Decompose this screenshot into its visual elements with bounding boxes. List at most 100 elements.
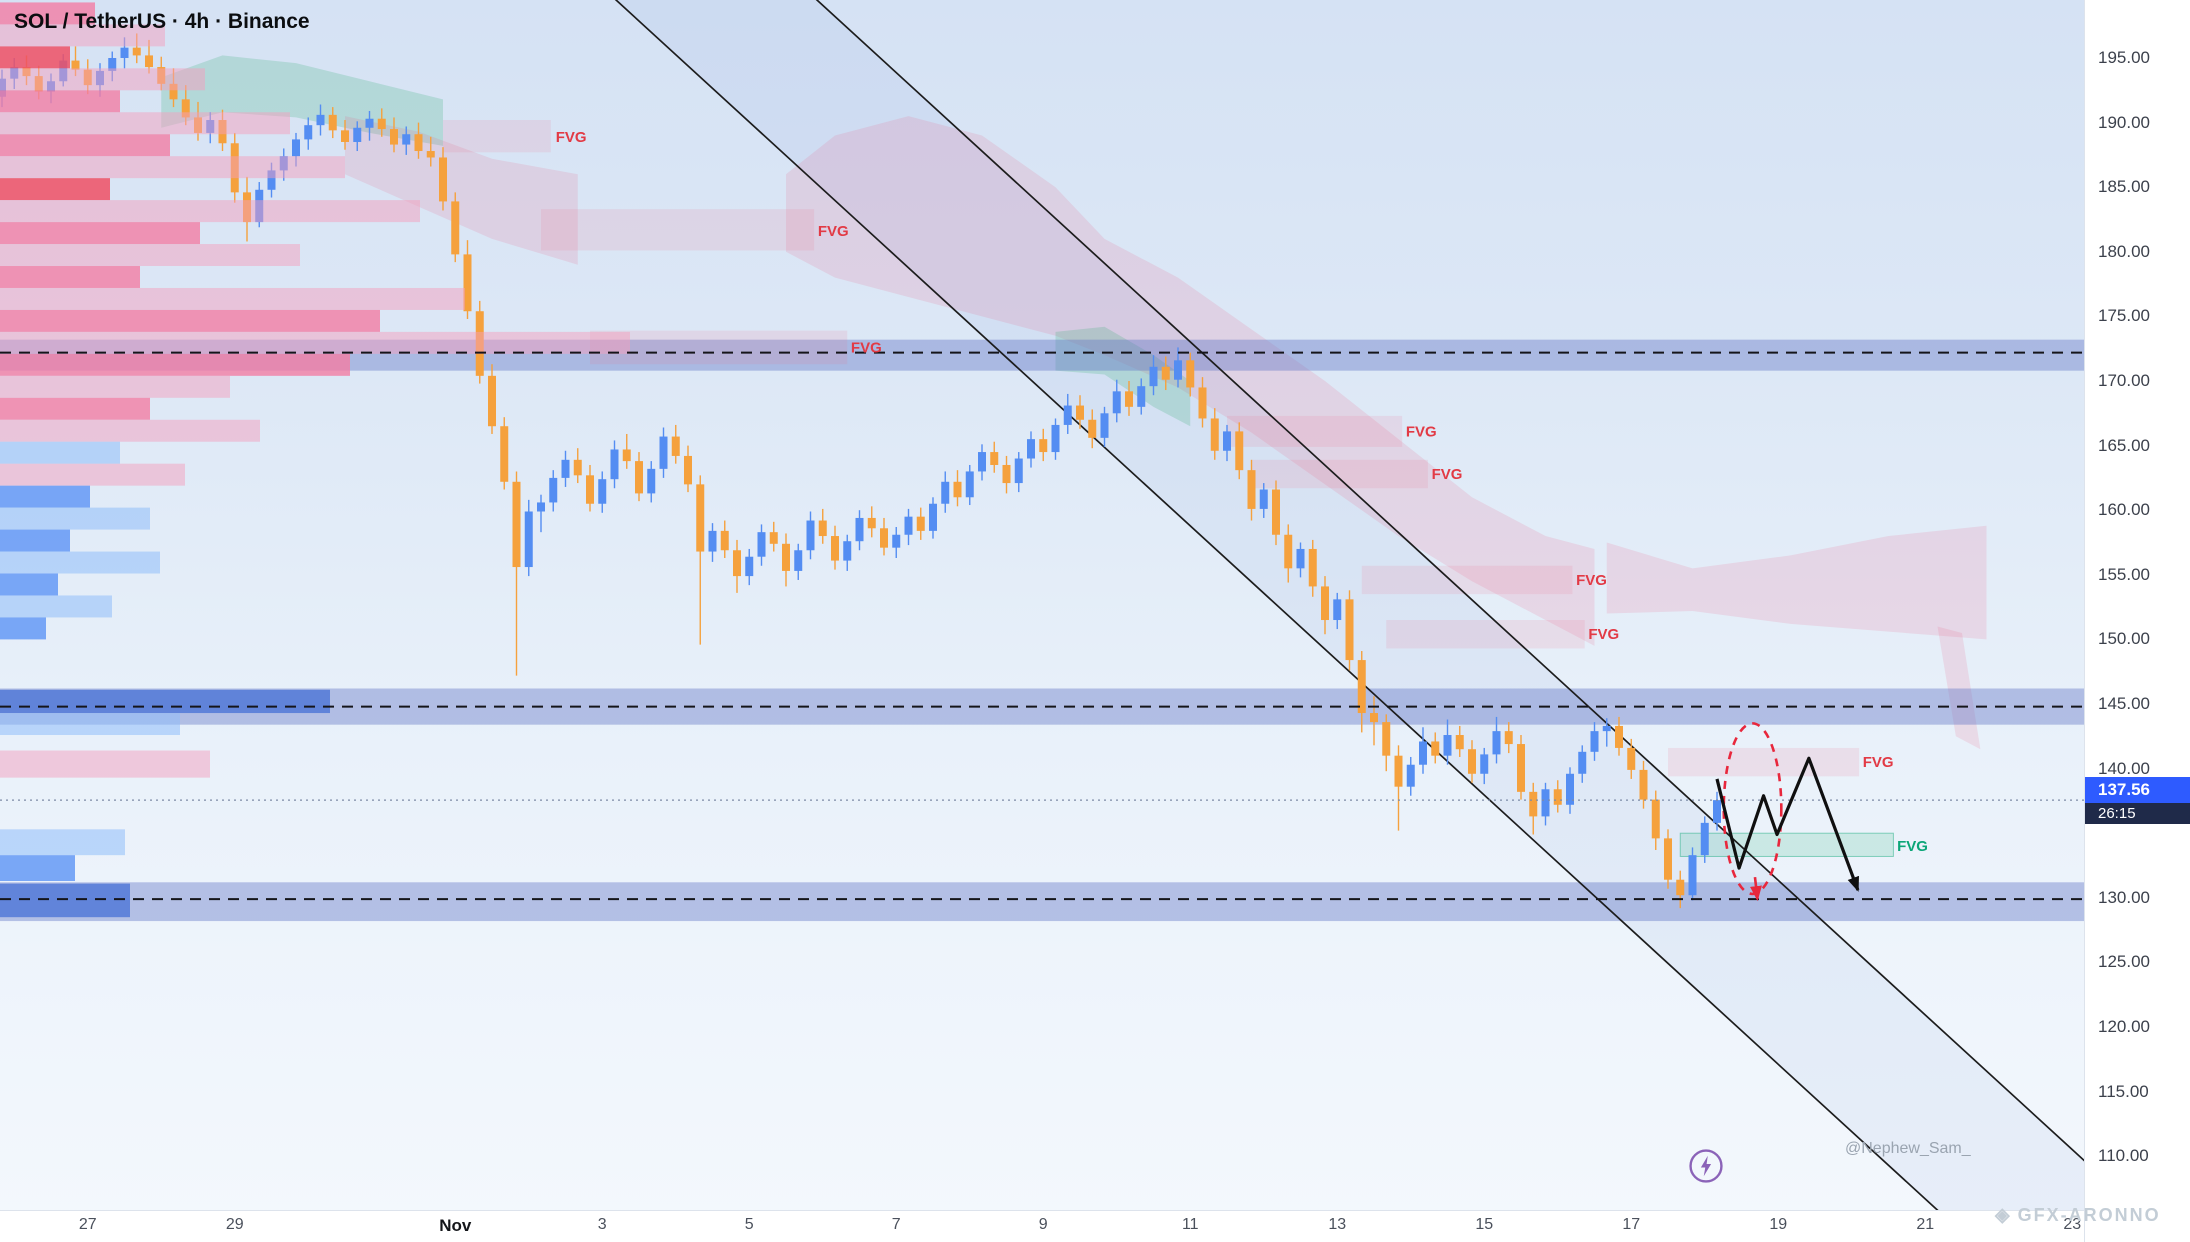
fvg-box[interactable] — [1227, 415, 1403, 447]
volume-profile-row — [0, 595, 112, 618]
price-axis-label: 125.00 — [2098, 952, 2150, 972]
candle-up — [806, 520, 815, 551]
candle-up — [1443, 735, 1452, 756]
volume-profile-row — [0, 441, 120, 464]
time-axis-label: 15 — [1475, 1216, 1494, 1233]
candle-up — [1713, 800, 1721, 823]
fvg-box[interactable] — [1251, 459, 1428, 489]
candle-down — [1002, 464, 1011, 484]
page-title: SOL / TetherUS · 4h · Binance — [14, 10, 310, 33]
candle-down — [573, 459, 582, 476]
volume-profile-row — [0, 178, 110, 201]
candle-down — [1627, 747, 1636, 770]
ichimoku-cloud — [1606, 525, 1987, 640]
volume-profile-row — [0, 309, 380, 332]
time-axis-label: 7 — [891, 1216, 901, 1233]
candle-down — [1615, 725, 1623, 748]
candle-up — [108, 58, 117, 71]
candle-up — [1541, 789, 1550, 817]
candle-up — [647, 468, 656, 494]
fvg-box[interactable] — [1668, 747, 1860, 777]
candle-down — [512, 481, 521, 568]
candle-up — [1149, 366, 1158, 387]
candle-up — [1296, 548, 1305, 569]
projection-zigzag-arrow[interactable] — [1715, 756, 1860, 892]
candle-up — [1014, 458, 1023, 484]
volume-profile-row — [0, 46, 70, 69]
time-axis[interactable]: 27 29 Nov 3 5 7 9 11 13 15 17 19 21 23 — [0, 1210, 2084, 1242]
fvg-box[interactable] — [541, 209, 815, 251]
fvg-box[interactable] — [1679, 832, 1894, 857]
candle-up — [610, 449, 619, 480]
price-axis-label: 165.00 — [2098, 435, 2150, 455]
candle-up — [1492, 731, 1501, 755]
candle-down — [328, 114, 337, 131]
candle-up — [1688, 855, 1697, 896]
fvg-box[interactable] — [443, 120, 551, 153]
time-axis-label: 21 — [1916, 1216, 1935, 1233]
brand-watermark: ◈ GFX-ARONNO — [1995, 1204, 2161, 1227]
candle-down — [132, 47, 141, 56]
candle-down — [1664, 838, 1672, 880]
time-axis-label: 17 — [1622, 1216, 1641, 1233]
fvg-label: FVG — [851, 339, 882, 356]
time-axis-label: 3 — [597, 1216, 607, 1233]
candle-down — [1468, 749, 1476, 774]
candle-up — [708, 530, 717, 552]
volume-profile-row — [0, 529, 70, 552]
candle-up — [365, 118, 374, 128]
price-badge-value: 137.56 — [2085, 777, 2190, 804]
candle-down — [1272, 489, 1280, 535]
fvg-box[interactable] — [590, 330, 848, 365]
time-axis-label: 9 — [1038, 1216, 1048, 1233]
candle-up — [855, 517, 864, 542]
volume-profile-row — [0, 134, 170, 157]
candle-down — [1651, 799, 1660, 839]
fvg-box[interactable] — [1361, 565, 1573, 595]
volume-profile-row — [0, 617, 46, 640]
candle-down — [818, 520, 827, 537]
candle-up — [904, 516, 913, 535]
projection-red-arrow[interactable] — [1750, 876, 1762, 902]
volume-profile-row — [0, 375, 230, 398]
candle-down — [831, 536, 839, 561]
candle-down — [1198, 387, 1207, 419]
candle-up — [757, 532, 766, 557]
price-axis-label: 160.00 — [2098, 500, 2150, 520]
volume-profile-row — [0, 485, 90, 508]
volume-profile-row — [0, 750, 210, 778]
channel-trendline[interactable] — [815, 0, 2164, 1234]
candle-up — [794, 550, 803, 571]
candle-up — [1590, 731, 1599, 752]
channel-trendline[interactable] — [614, 0, 1964, 1234]
candle-down — [671, 436, 680, 456]
price-axis[interactable]: 137.56 26:15 195.00 190.00 185.00 180.00 175… — [2084, 0, 2190, 1242]
candle-down — [916, 516, 925, 531]
candle-down — [1529, 791, 1538, 817]
candle-up — [965, 471, 974, 498]
price-axis-label: 120.00 — [2098, 1017, 2150, 1036]
price-axis-label: 185.00 — [2098, 177, 2150, 197]
volume-profile-row — [0, 573, 58, 596]
candle-up — [549, 477, 558, 503]
volume-profile-row — [0, 855, 75, 882]
price-axis-label: 110.00 — [2098, 1146, 2149, 1166]
lightning-icon[interactable] — [1688, 1148, 1724, 1184]
price-axis-label: 180.00 — [2098, 241, 2150, 261]
volume-profile-row — [0, 24, 165, 47]
fvg-box[interactable] — [1386, 620, 1585, 649]
price-badge: 137.56 26:15 — [2085, 777, 2190, 825]
candle-down — [390, 129, 398, 145]
candle-up — [1419, 741, 1427, 765]
candle-down — [880, 528, 888, 548]
sr-zone[interactable] — [0, 882, 2084, 922]
volume-profile-row — [0, 90, 120, 113]
candle-down — [439, 157, 447, 202]
candle-up — [353, 127, 362, 142]
candle-up — [316, 114, 325, 126]
candle-down — [1161, 366, 1170, 380]
volume-profile-row — [0, 463, 185, 486]
volume-profile-row — [0, 419, 260, 442]
